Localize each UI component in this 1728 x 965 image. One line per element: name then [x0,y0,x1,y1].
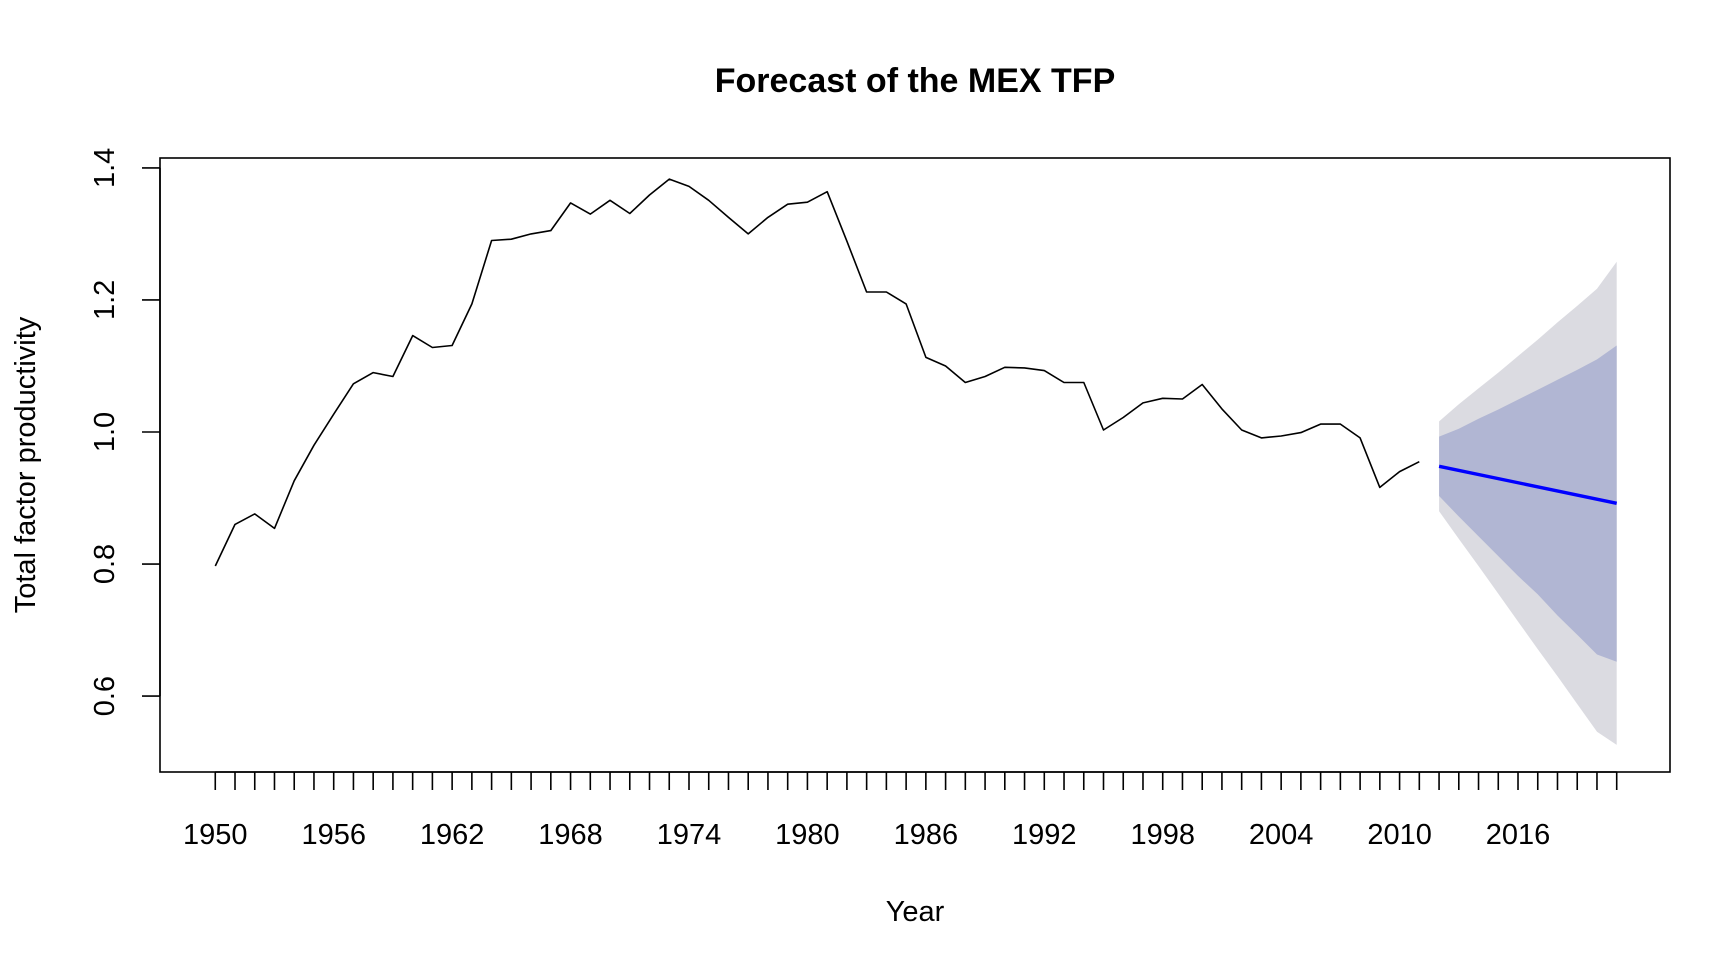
x-tick-label-2010: 2010 [1367,819,1432,851]
band-80 [1439,345,1617,662]
y-tick-label-0.8: 0.8 [89,544,121,584]
x-tick-label-1968: 1968 [538,819,603,851]
history-line [214,178,1420,567]
x-axis-label: Year [886,896,945,928]
x-tick-label-1950: 1950 [183,819,248,851]
x-tick-label-1974: 1974 [657,819,722,851]
forecast-line [1438,464,1618,505]
x-tick-label-2016: 2016 [1486,819,1551,851]
series-lines [214,178,1618,567]
x-tick-label-1980: 1980 [775,819,840,851]
x-tick-label-2004: 2004 [1249,819,1314,851]
y-tick-label-0.6: 0.6 [89,676,121,716]
y-tick-label-1.4: 1.4 [89,148,121,188]
x-tick-label-1956: 1956 [301,819,366,851]
x-tick-label-1992: 1992 [1012,819,1077,851]
x-tick-label-1986: 1986 [894,819,959,851]
x-axis: 1950 1956 1962 1968 1974 1980 1986 1992 1998 2004… [183,771,1618,851]
x-tick-label-1998: 1998 [1130,819,1195,851]
y-tick-label-1.2: 1.2 [89,280,121,320]
y-tick-label-1.0: 1.0 [89,412,121,452]
prediction-intervals [1439,261,1617,745]
y-axis: 0.6 0.8 1.0 1.2 1.4 [89,148,161,716]
y-axis-label: Total factor productivity [10,316,42,613]
x-tick-label-1962: 1962 [420,819,485,851]
chart-title: Forecast of the MEX TFP [715,62,1116,100]
